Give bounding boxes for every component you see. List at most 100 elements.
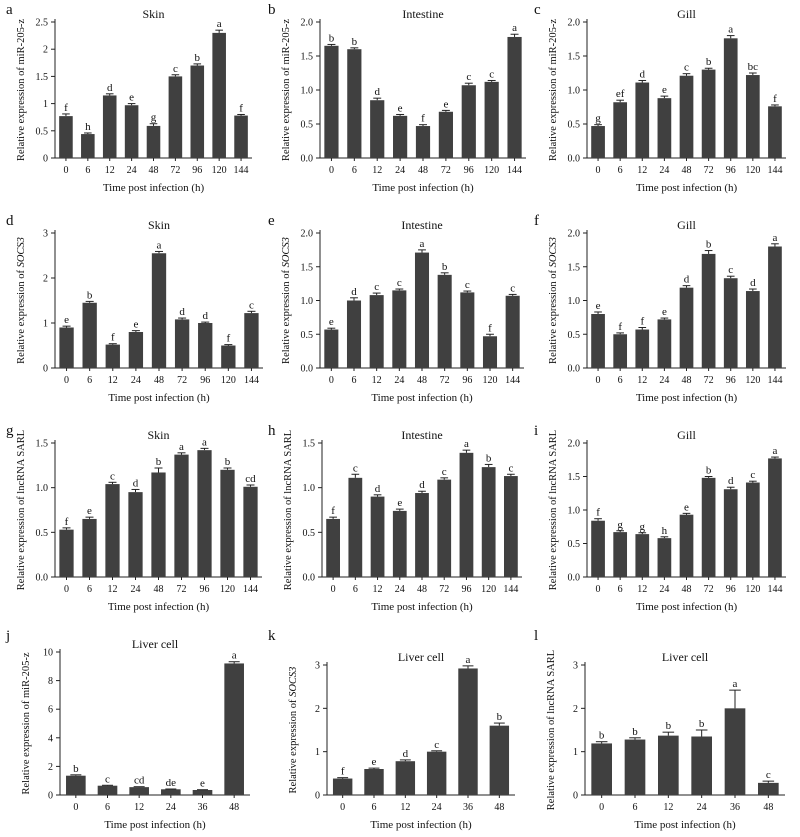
bar <box>504 476 518 577</box>
x-tick-label: 144 <box>767 165 782 176</box>
significance-letter: b <box>706 465 712 477</box>
bar <box>437 479 452 577</box>
significance-letter: h <box>662 525 668 537</box>
significance-letter: e <box>129 92 134 104</box>
y-tick-label: 1.5 <box>303 439 316 450</box>
bar <box>657 98 672 158</box>
x-tick-label: 144 <box>767 375 782 386</box>
x-tick-label: 24 <box>131 375 141 386</box>
significance-letter: b <box>87 289 93 301</box>
x-tick-label: 24 <box>394 375 404 386</box>
chart-title: Intestine <box>401 428 442 442</box>
significance-letter: d <box>107 82 113 94</box>
x-axis-label: Time post infection (h) <box>372 182 474 194</box>
significance-letter: c <box>374 281 379 293</box>
significance-letter: d <box>419 479 425 491</box>
significance-letter: e <box>662 84 667 96</box>
significance-letter: f <box>773 93 777 105</box>
significance-letter: b <box>329 32 335 44</box>
chart-panel-b: b Intestine 0.0 0.5 1.0 1.5 2.0 Relative expres… <box>268 2 526 194</box>
bar <box>174 319 190 368</box>
x-tick-label: 12 <box>373 584 383 595</box>
x-tick-label: 0 <box>64 375 69 386</box>
y-tick-label: 1.0 <box>568 86 581 97</box>
x-tick-label: 12 <box>663 802 673 813</box>
x-tick-label: 0 <box>64 584 69 595</box>
y-axis-label: Relative expression of lncRNA SARL <box>548 430 559 590</box>
bar <box>745 291 760 368</box>
bar <box>82 302 97 368</box>
x-tick-label: 120 <box>745 375 760 386</box>
bar <box>613 102 628 158</box>
x-tick-label: 96 <box>726 375 736 386</box>
x-tick-label: 48 <box>682 584 692 595</box>
significance-letter: d <box>351 286 357 298</box>
bar <box>679 75 694 158</box>
y-tick-label: 1.5 <box>301 262 314 273</box>
bar <box>198 323 213 368</box>
chart-panel-h: h Intestine 0.0 0.5 1.0 1.5 Relative expressio… <box>268 423 522 613</box>
bar <box>128 492 143 577</box>
bar <box>701 477 716 577</box>
bar <box>105 484 120 577</box>
y-tick-label: 1 <box>573 747 578 758</box>
x-tick-label: 36 <box>463 802 473 813</box>
significance-letter: c <box>489 68 494 80</box>
panel-letter: j <box>5 628 10 644</box>
x-axis-label: Time post infection (h) <box>636 182 738 194</box>
bar <box>657 319 672 368</box>
x-tick-label: 6 <box>85 165 90 176</box>
chart-title: Intestine <box>402 7 443 21</box>
panel-letter: b <box>268 2 276 18</box>
bar <box>723 278 738 368</box>
x-tick-label: 6 <box>352 165 357 176</box>
y-axis-label: Relative expression of miR-205-z <box>16 19 27 161</box>
y-tick-label: 0.0 <box>36 573 49 584</box>
x-tick-label: 6 <box>633 802 638 813</box>
y-tick-label: 0.5 <box>36 126 49 137</box>
bar <box>369 295 384 368</box>
bar <box>221 345 236 368</box>
significance-letter: b <box>486 452 492 464</box>
x-tick-label: 6 <box>618 584 623 595</box>
y-tick-label: 0 <box>315 791 320 802</box>
x-tick-label: 24 <box>659 584 669 595</box>
y-tick-label: 0.0 <box>568 364 581 375</box>
y-tick-label: 0.5 <box>568 539 581 550</box>
bar <box>635 534 650 577</box>
y-tick-label: 1 <box>43 319 48 330</box>
bar <box>745 482 760 577</box>
significance-letter: cd <box>245 473 256 485</box>
significance-letter: ef <box>616 88 625 100</box>
bar <box>635 329 650 368</box>
bar <box>458 668 478 795</box>
y-tick-label: 0.5 <box>568 120 581 131</box>
y-tick-label: 2 <box>43 274 48 285</box>
significance-letter: e <box>596 300 601 312</box>
bar <box>591 743 612 795</box>
significance-letter: a <box>733 678 738 690</box>
bar <box>591 314 605 368</box>
panel-letter: a <box>6 2 13 18</box>
x-tick-label: 24 <box>127 165 137 176</box>
significance-letter: g <box>151 112 157 124</box>
significance-letter: d <box>374 86 380 98</box>
bar <box>768 458 782 577</box>
x-tick-label: 120 <box>481 584 496 595</box>
x-tick-label: 144 <box>243 584 258 595</box>
x-tick-label: 96 <box>192 165 202 176</box>
significance-letter: c <box>508 462 513 474</box>
significance-letter: a <box>217 18 222 30</box>
bar <box>102 95 117 158</box>
x-tick-label: 144 <box>505 375 520 386</box>
x-tick-label: 120 <box>484 165 499 176</box>
significance-letter: c <box>110 470 115 482</box>
bar <box>97 785 118 795</box>
bar <box>370 100 385 158</box>
x-tick-label: 96 <box>726 165 736 176</box>
bar <box>438 111 453 158</box>
x-tick-label: 72 <box>704 584 714 595</box>
significance-letter: c <box>434 739 439 751</box>
significance-letter: a <box>466 654 471 666</box>
